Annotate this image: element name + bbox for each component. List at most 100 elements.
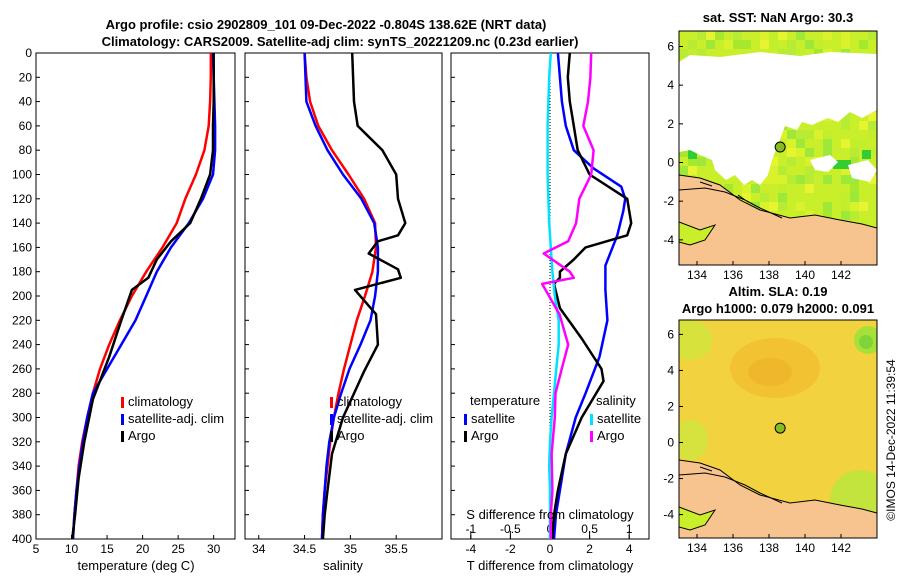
x-tick-label: 34 <box>252 542 266 556</box>
sst-cell <box>868 121 877 130</box>
legend-label-s-argo: Argo <box>597 428 624 443</box>
coastline <box>679 181 783 219</box>
x-tick-label: 142 <box>831 268 851 282</box>
sst-cell <box>751 202 760 211</box>
y-tick-label: 100 <box>12 168 32 182</box>
temperature-xlabel: temperature (deg C) <box>77 558 194 573</box>
sst-cell <box>787 40 796 49</box>
sst-cell <box>733 40 742 49</box>
x-tick-label: 5 <box>33 542 40 556</box>
difference-xlabel: T difference from climatology <box>467 558 634 573</box>
sst-cell <box>850 184 859 193</box>
sst-cell <box>796 130 805 139</box>
temperature-axes <box>35 52 236 540</box>
x-tick-label: 140 <box>795 268 815 282</box>
sst-cell <box>841 121 850 130</box>
sst-cell <box>841 166 850 175</box>
sst-cell <box>805 148 814 157</box>
legend-swatch-s-argo <box>590 431 593 442</box>
sst-cell <box>859 139 868 148</box>
sst-missing-data <box>848 160 877 182</box>
legend-swatch-satellite-adj <box>330 414 333 425</box>
sst-cell <box>679 148 688 157</box>
x2-tick-label: -1 <box>465 522 476 536</box>
temperature-lines <box>70 52 217 540</box>
sst-cell <box>823 202 832 211</box>
sst-cell-warm <box>862 150 871 159</box>
sst-cell-warm <box>833 160 842 169</box>
sst-cell <box>814 130 823 139</box>
x-tick-label: 20 <box>136 542 150 556</box>
sst-cell <box>850 157 859 166</box>
y-tick-label: -2 <box>663 194 674 208</box>
x-tick-label: 140 <box>795 541 815 555</box>
legend-label-t-argo: Argo <box>471 428 498 443</box>
difference-x2label: S difference from climatology <box>466 507 634 522</box>
coastal-water <box>679 506 717 531</box>
sst-cell <box>688 157 697 166</box>
x-tick-label: 10 <box>65 542 79 556</box>
y-tick-label: 60 <box>19 119 33 133</box>
sst-cell <box>868 112 877 121</box>
x-tick-label: 0 <box>547 542 554 556</box>
x-tick-label: 35.5 <box>385 542 409 556</box>
y-tick-label: 240 <box>12 338 32 352</box>
y-tick-label: 20 <box>19 70 33 84</box>
salinity-axes <box>244 52 443 540</box>
sla-map-ticks: 134 136 138 140 142 -4 -2 0 2 4 6 <box>663 327 851 555</box>
x-tick-label: 2 <box>586 542 593 556</box>
salinity-ticks: 34 34.5 35 35.5 <box>245 52 409 556</box>
x-tick-label: 34.5 <box>293 542 317 556</box>
sla-map-title-line1: Altim. SLA: 0.19 <box>729 284 828 299</box>
sst-cell <box>841 175 850 184</box>
sst-cell <box>823 139 832 148</box>
sst-cell <box>850 139 859 148</box>
legend-label-argo: Argo <box>337 428 364 443</box>
sst-cell <box>760 202 769 211</box>
y-tick-label: 120 <box>12 192 32 206</box>
legend-label-climatology: climatology <box>128 394 194 409</box>
sst-cell <box>769 202 778 211</box>
sst-cell <box>787 175 796 184</box>
sst-cell <box>778 166 787 175</box>
series-line-temperature-argo <box>550 52 633 540</box>
difference-ticks: -4 -2 0 2 4-1 -0.5 0 0.5 1 <box>451 52 633 556</box>
sst-cell <box>697 31 706 40</box>
sst-cell <box>778 175 787 184</box>
y-tick-label: 360 <box>12 483 32 497</box>
sst-cell <box>859 121 868 130</box>
sst-cell <box>697 49 706 58</box>
legend-label-argo: Argo <box>128 428 155 443</box>
salinity-xlabel: salinity <box>323 558 363 573</box>
y-tick-label: 6 <box>667 327 674 341</box>
series-line-salinity-satellite <box>546 52 560 539</box>
y-tick-label: 280 <box>12 386 32 400</box>
sst-cell <box>706 31 715 40</box>
sst-cell <box>778 49 787 58</box>
sst-cell <box>679 166 688 175</box>
legend-label-satellite-adj: satellite-adj. clim <box>337 411 433 426</box>
coastal-water <box>679 221 717 246</box>
x-tick-label: 4 <box>626 542 633 556</box>
y-tick-label: 40 <box>19 95 33 109</box>
y-tick-label: 80 <box>19 143 33 157</box>
x-tick-label: 15 <box>100 542 114 556</box>
y-tick-label: 6 <box>667 39 674 53</box>
figure-title-line1: Argo profile: csio 2902809_101 09-Dec-20… <box>106 17 547 32</box>
sst-cell <box>805 184 814 193</box>
series-line-argo <box>70 53 215 540</box>
x-tick-label: -2 <box>505 542 516 556</box>
sst-cell <box>688 40 697 49</box>
sst-cell <box>724 184 733 193</box>
sst-cell <box>796 139 805 148</box>
sst-cell <box>778 202 787 211</box>
argo-location-marker <box>774 422 786 434</box>
sst-cell <box>868 148 877 157</box>
sst-cell <box>805 40 814 49</box>
sst-cell <box>823 31 832 40</box>
sst-map-frame <box>678 30 878 266</box>
sst-cell <box>805 130 814 139</box>
x-tick-label: 35 <box>344 542 358 556</box>
legend-label-climatology: climatology <box>337 394 403 409</box>
coastline <box>679 466 783 504</box>
